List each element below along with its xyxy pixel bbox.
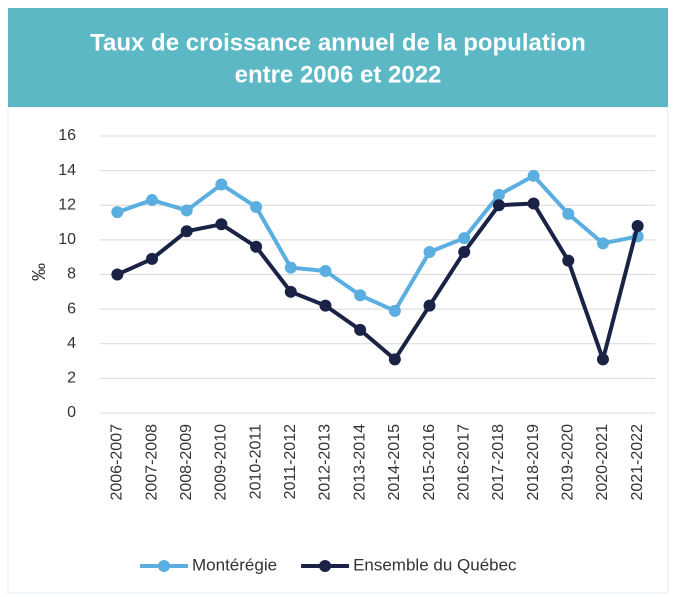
chart-title: entre 2006 et 2022	[235, 61, 442, 88]
legend-marker	[319, 560, 332, 572]
y-tick-label: 16	[58, 127, 76, 144]
data-point	[388, 353, 401, 366]
x-tick-label: 2010-2011	[247, 424, 264, 499]
data-point	[215, 178, 228, 191]
y-tick-label: 12	[58, 196, 76, 213]
legend-label: Montérégie	[192, 555, 277, 574]
data-point	[492, 199, 505, 212]
x-tick-label: 2015-2016	[421, 424, 438, 501]
y-tick-label: 0	[67, 404, 76, 421]
data-point	[458, 245, 471, 258]
x-tick-label: 2008-2009	[178, 424, 195, 501]
data-point	[562, 254, 575, 267]
data-point	[146, 252, 159, 265]
x-tick-label: 2012-2013	[317, 424, 334, 501]
data-point	[527, 169, 540, 182]
y-tick-label: 10	[58, 231, 76, 248]
x-tick-label: 2014-2015	[386, 424, 403, 501]
data-point	[458, 232, 471, 245]
y-tick-label: 2	[67, 370, 76, 387]
y-tick-label: 8	[67, 266, 76, 283]
data-point	[562, 207, 575, 220]
x-tick-label: 2013-2014	[351, 424, 368, 501]
data-point	[111, 206, 124, 219]
data-point	[527, 197, 540, 210]
data-point	[423, 245, 436, 258]
chart-title: Taux de croissance annuel de la populati…	[90, 29, 586, 56]
series-line	[116, 201, 640, 362]
data-point	[319, 265, 332, 278]
x-tick-label: 2018-2019	[525, 424, 542, 501]
x-tick-label: 2007-2008	[143, 424, 160, 501]
y-tick-label: 6	[67, 300, 76, 317]
x-tick-label: 2017-2018	[490, 424, 507, 501]
x-tick-label: 2006-2007	[109, 424, 126, 501]
data-point	[215, 218, 228, 231]
x-tick-label: 2019-2020	[560, 424, 577, 501]
x-tick-label: 2021-2022	[629, 424, 646, 501]
data-point	[319, 299, 332, 312]
y-axis-label: ‰	[29, 263, 49, 281]
data-point	[250, 240, 263, 253]
data-point	[284, 261, 297, 274]
data-point	[250, 200, 263, 213]
data-point	[596, 353, 609, 366]
series-line	[116, 173, 639, 313]
title-banner	[8, 8, 668, 107]
legend-label: Ensemble du Québec	[353, 555, 517, 574]
x-tick-label: 2011-2012	[282, 424, 299, 499]
data-point	[354, 323, 367, 336]
data-point	[354, 289, 367, 302]
legend-marker	[158, 560, 170, 572]
y-tick-label: 4	[67, 335, 76, 352]
data-point	[596, 237, 609, 250]
chart-frame	[7, 106, 669, 594]
data-point	[146, 194, 159, 207]
data-point	[388, 304, 401, 317]
data-point	[492, 188, 505, 201]
data-point	[111, 268, 124, 281]
data-point	[284, 285, 297, 298]
data-point	[631, 220, 644, 233]
data-point	[180, 225, 193, 238]
x-tick-label: 2016-2017	[455, 424, 472, 501]
y-tick-label: 14	[58, 162, 76, 179]
data-point	[180, 204, 193, 217]
x-tick-label: 2020-2021	[594, 424, 611, 501]
data-point	[423, 299, 436, 312]
x-tick-label: 2009-2010	[213, 424, 230, 501]
